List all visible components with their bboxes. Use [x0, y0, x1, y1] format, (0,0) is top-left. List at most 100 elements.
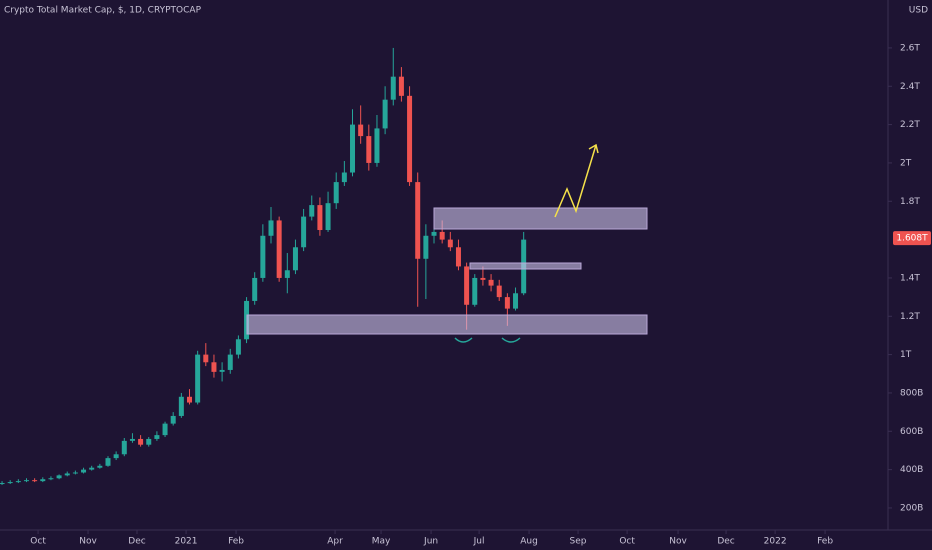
candle-body: [113, 454, 119, 459]
candle-body: [7, 482, 13, 484]
candle-body: [382, 99, 388, 129]
candle-body: [56, 475, 62, 479]
candle-body: [260, 235, 266, 278]
x-tick-label: Jun: [423, 537, 438, 547]
candle-body: [374, 128, 380, 163]
x-tick-label: Feb: [817, 537, 833, 547]
candle-body: [235, 339, 241, 355]
candle-body: [178, 396, 184, 416]
candle-body: [464, 266, 470, 305]
candles: [0, 47, 527, 485]
x-tick-label: Jul: [473, 537, 485, 547]
candle-body: [0, 483, 5, 485]
candle-body: [72, 472, 78, 474]
candle-body: [276, 220, 282, 278]
candle-body: [203, 354, 209, 363]
double-bottom-arc: [501, 337, 521, 343]
y-tick-label: 2.2T: [900, 120, 920, 130]
candle-body: [317, 205, 323, 231]
y-tick-label: 600B: [900, 427, 923, 437]
candle-body: [350, 124, 356, 173]
candle-body: [284, 270, 290, 278]
candle-body: [195, 354, 201, 403]
double-bottom-arc: [454, 337, 473, 343]
candle-body: [121, 440, 127, 455]
candle-body: [333, 182, 339, 204]
candle-body: [480, 277, 486, 280]
candle-body: [186, 396, 192, 403]
candle-body: [292, 247, 298, 271]
candle-body: [252, 277, 258, 301]
arrow-head: [588, 143, 599, 154]
x-tick-label: Dec: [128, 537, 145, 547]
y-tick-label: 2T: [900, 158, 912, 168]
y-tick-label: 400B: [900, 465, 923, 475]
x-tick-label: 2022: [764, 537, 787, 547]
candle-body: [455, 247, 461, 267]
x-tick-label: Nov: [79, 537, 97, 547]
drawings: [246, 143, 648, 343]
candle-body: [341, 172, 347, 183]
candle-body: [154, 435, 160, 439]
candle-body: [138, 438, 144, 445]
candle-body: [48, 478, 54, 480]
candle-body: [504, 297, 510, 309]
candle-body: [390, 76, 396, 100]
candle-body: [64, 473, 70, 476]
x-tick-label: Dec: [717, 537, 734, 547]
candle-body: [431, 231, 437, 236]
candle-body: [309, 205, 315, 217]
currency-label: USD: [909, 6, 928, 16]
y-tick-label: 1.2T: [900, 312, 920, 322]
candle-body: [211, 362, 217, 372]
x-tick-label: Nov: [669, 537, 687, 547]
candle-body: [97, 465, 103, 468]
candle-body: [423, 235, 429, 259]
y-tick-label: 1T: [900, 350, 912, 360]
candle-body: [219, 369, 225, 372]
candle-body: [32, 480, 38, 482]
candle-body: [15, 481, 21, 483]
candle-body: [105, 458, 111, 466]
candle-body: [162, 423, 168, 436]
candle-body: [325, 203, 331, 231]
candle-body: [488, 279, 494, 286]
candle-body: [496, 285, 502, 298]
chart-title: Crypto Total Market Cap, $, 1D, CRYPTOCA…: [4, 6, 202, 16]
x-tick-label: Oct: [30, 537, 46, 547]
candle-body: [170, 415, 176, 424]
mid-zone: [469, 262, 582, 270]
candle-body: [81, 469, 87, 473]
x-tick-label: Aug: [520, 537, 538, 547]
candle-body: [447, 239, 453, 248]
x-tick-label: May: [372, 537, 391, 547]
candle-body: [366, 136, 372, 163]
x-tick-label: Apr: [327, 537, 343, 547]
candle-body: [40, 479, 46, 482]
x-tick-label: Oct: [619, 537, 635, 547]
candle-body: [146, 438, 152, 445]
candle-body: [23, 480, 29, 482]
candle-body: [513, 293, 519, 309]
candle-body: [268, 220, 274, 236]
candle-body: [89, 467, 95, 470]
y-tick-label: 200B: [900, 503, 923, 513]
candle-body: [415, 182, 421, 259]
x-tick-label: Sep: [570, 537, 587, 547]
y-tick-label: 2.6T: [900, 43, 920, 53]
candle-body: [358, 124, 364, 137]
x-tick-label: 2021: [175, 537, 198, 547]
projection-arrow: [554, 144, 597, 218]
y-tick-label: 2.4T: [900, 82, 920, 92]
resistance-zone: [433, 207, 648, 230]
support-zone: [246, 314, 648, 335]
candle-body: [439, 231, 445, 240]
y-tick-label: 800B: [900, 388, 923, 398]
last-price-label: 1.608T: [896, 234, 928, 244]
candle-body: [227, 354, 233, 370]
y-tick-label: 1.8T: [900, 197, 920, 207]
candle-body: [398, 76, 404, 96]
candle-body: [472, 277, 478, 305]
